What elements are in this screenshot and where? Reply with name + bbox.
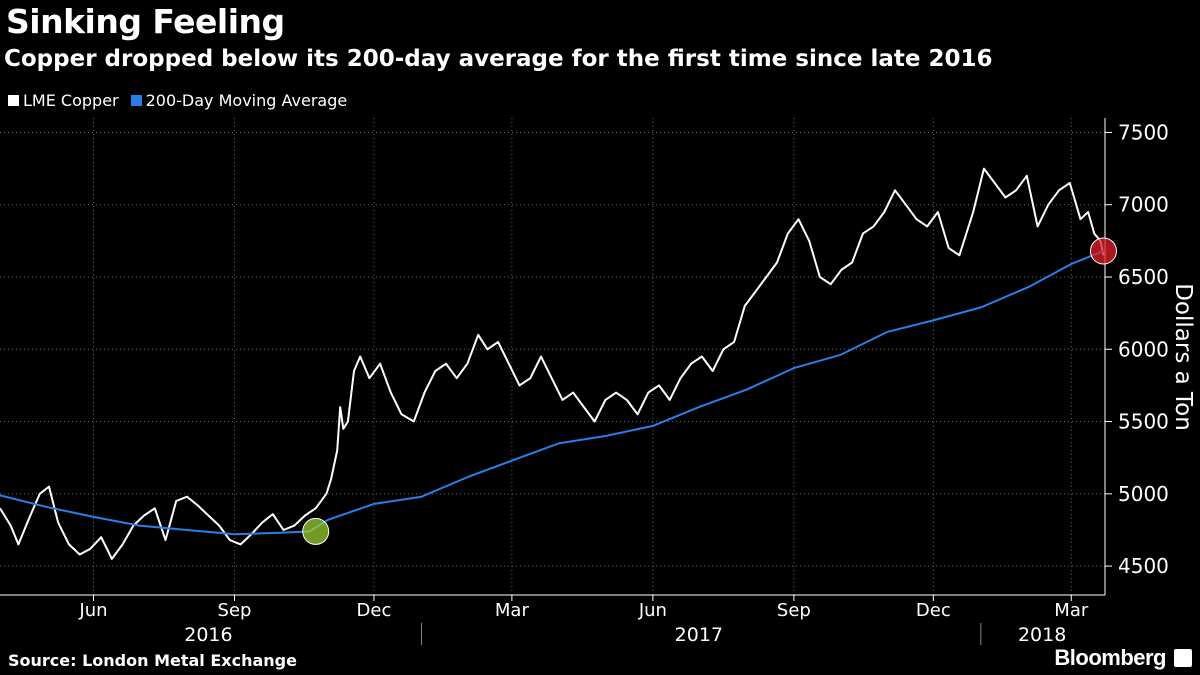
y-tick-label: 5000 (1118, 482, 1169, 506)
year-label: 2016 (184, 624, 232, 646)
y-tick-label: 4500 (1118, 554, 1169, 578)
chart-subtitle: Copper dropped below its 200-day average… (4, 46, 993, 72)
x-tick-label: Dec (916, 600, 951, 621)
x-tick-label: Sep (777, 600, 811, 621)
x-tick-label: Mar (1054, 600, 1089, 621)
y-tick-label: 6000 (1118, 337, 1169, 361)
x-tick-label: Jun (78, 600, 107, 621)
cross-below-marker (1089, 237, 1117, 265)
chart-title: Sinking Feeling (6, 2, 285, 41)
legend-swatch-moving-average (130, 95, 142, 106)
legend: LME Copper 200-Day Moving Average (8, 91, 347, 110)
moving-average-line (0, 250, 1104, 536)
cross-above-marker (302, 517, 330, 545)
legend-item-moving-average: 200-Day Moving Average (130, 91, 348, 110)
x-tick-label: Sep (218, 600, 252, 621)
y-tick-label: 5500 (1118, 410, 1169, 434)
year-label: 2017 (675, 624, 723, 646)
year-label: 2018 (1018, 624, 1066, 646)
x-tick-label: Dec (357, 600, 392, 621)
y-tick-label: 7000 (1118, 193, 1169, 217)
legend-label-moving-average: 200-Day Moving Average (145, 91, 348, 110)
bloomberg-logo: Bloomberg (1054, 645, 1166, 670)
source-note: Source: London Metal Exchange (8, 651, 297, 670)
y-axis-label: Dollars a Ton (1170, 283, 1196, 431)
legend-swatch-copper (8, 95, 19, 106)
x-tick-label: Mar (495, 600, 530, 621)
y-tick-label: 6500 (1118, 265, 1169, 289)
copper-price-line (0, 167, 1105, 560)
x-tick-label: Jun (638, 600, 667, 621)
legend-item-copper: LME Copper (8, 91, 119, 110)
y-tick-label: 7500 (1118, 120, 1169, 144)
legend-label-copper: LME Copper (23, 91, 119, 110)
bloomberg-terminal-icon (1174, 649, 1192, 667)
